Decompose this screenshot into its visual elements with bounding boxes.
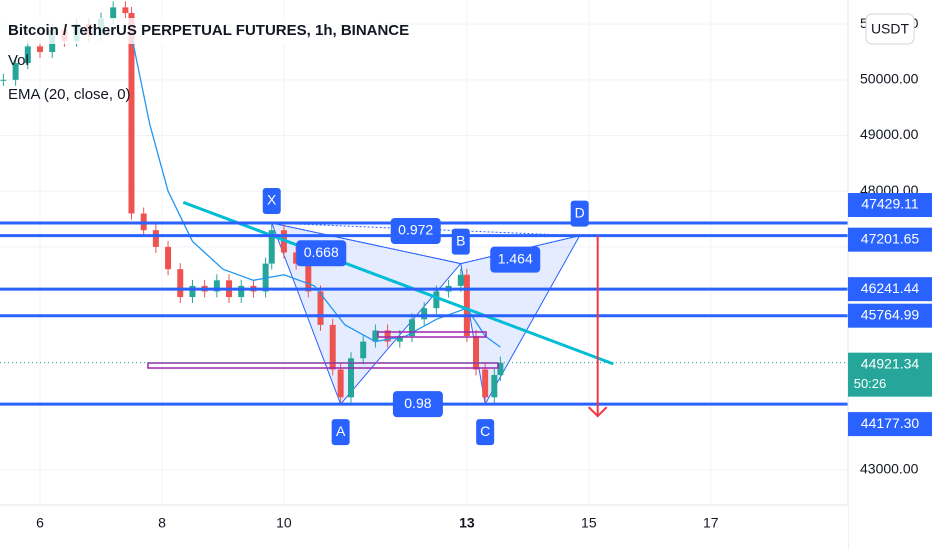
ratio-tag [490, 246, 541, 273]
candle [329, 324, 336, 370]
level-tag [848, 193, 932, 218]
pattern-point-label: C [480, 423, 490, 439]
candle [213, 280, 220, 292]
zone [377, 331, 487, 338]
level-label: 44177.30 [861, 415, 920, 431]
level-label: 45764.99 [861, 306, 920, 322]
candle [433, 291, 440, 309]
y-tick-label: 50000.00 [860, 71, 919, 87]
candle [165, 246, 172, 270]
ratio-label: 0.98 [404, 395, 431, 411]
currency-label: USDT [871, 21, 910, 37]
ratio-label: 1.464 [498, 250, 533, 266]
x-tick-label: 15 [581, 515, 597, 531]
ratio-tag [390, 218, 441, 245]
x-tick-label: 13 [459, 515, 475, 531]
candle [396, 336, 403, 342]
level-label: 47429.11 [861, 196, 919, 212]
candle [305, 263, 312, 292]
plot-area: X A B C D 0.668 0.972 1.464 0.98 [0, 0, 848, 505]
level-tag [848, 412, 932, 437]
level-tag [848, 303, 932, 328]
level-label: 46241.44 [861, 280, 920, 296]
candle [12, 63, 19, 80]
indicator-label: Vol [8, 52, 29, 69]
pattern-point-label: A [336, 423, 346, 439]
trendline [182, 200, 614, 366]
candle [0, 79, 7, 81]
ratio-label: 0.668 [304, 244, 339, 260]
candle [421, 308, 428, 320]
time-axis [0, 505, 848, 550]
candle [463, 274, 470, 337]
pattern-point-tag [570, 200, 589, 227]
pattern-ratio-line [271, 222, 461, 265]
pattern-point-label: B [456, 232, 465, 248]
ratio-tag [392, 391, 443, 418]
ema-line [130, 35, 501, 348]
pattern-point-tag [331, 419, 350, 446]
pattern-point-tag [476, 419, 495, 446]
countdown: 50:26 [854, 376, 887, 391]
x-tick-label: 8 [158, 515, 166, 531]
x-tick-label: 17 [703, 515, 719, 531]
pattern-point-label: D [575, 204, 585, 220]
ratio-label: 0.972 [398, 222, 433, 238]
y-tick-label: 43000.00 [860, 460, 919, 476]
candle [128, 12, 135, 214]
candle [348, 358, 355, 398]
x-tick-label: 10 [276, 515, 292, 531]
pattern-point-tag [262, 188, 281, 215]
candle [177, 269, 184, 298]
candle [473, 336, 480, 370]
pattern-point-label: X [267, 192, 277, 208]
candle [122, 7, 129, 13]
level-tag [848, 227, 932, 252]
candle [24, 46, 31, 64]
candle [482, 369, 489, 398]
ratio-tag [296, 240, 347, 267]
candle [317, 291, 324, 325]
candle [408, 319, 415, 337]
zone [147, 362, 499, 369]
candle [360, 341, 367, 359]
pattern-ratio-line [271, 222, 580, 237]
price-axis [848, 0, 932, 550]
candle [110, 7, 117, 19]
candle [152, 230, 159, 247]
candle [238, 285, 245, 298]
level-tag [848, 277, 932, 302]
legend-bg [4, 18, 382, 44]
candle [189, 285, 196, 298]
axes: 681013151751000.0050000.0049000.0048000.… [36, 15, 932, 531]
candle [497, 362, 504, 376]
candle [268, 230, 275, 264]
target-arrow-head [587, 406, 608, 418]
candle [293, 252, 300, 264]
last-price-tag [848, 352, 932, 397]
pattern-point-tag [451, 228, 470, 255]
last-price-label: 44921.34 [861, 355, 920, 371]
candle [384, 330, 391, 342]
y-tick-label: 49000.00 [860, 126, 919, 142]
candle [37, 46, 44, 52]
currency-button[interactable] [865, 13, 915, 45]
candle [337, 369, 344, 398]
candle [491, 375, 498, 398]
candle [457, 274, 464, 286]
candle [372, 330, 379, 342]
symbol-title: Bitcoin / TetherUS PERPETUAL FUTURES, 1h… [8, 22, 409, 39]
x-tick-label: 6 [36, 515, 44, 531]
level-label: 47201.65 [861, 230, 920, 246]
indicator-label: EMA (20, close, 0) [8, 86, 131, 103]
